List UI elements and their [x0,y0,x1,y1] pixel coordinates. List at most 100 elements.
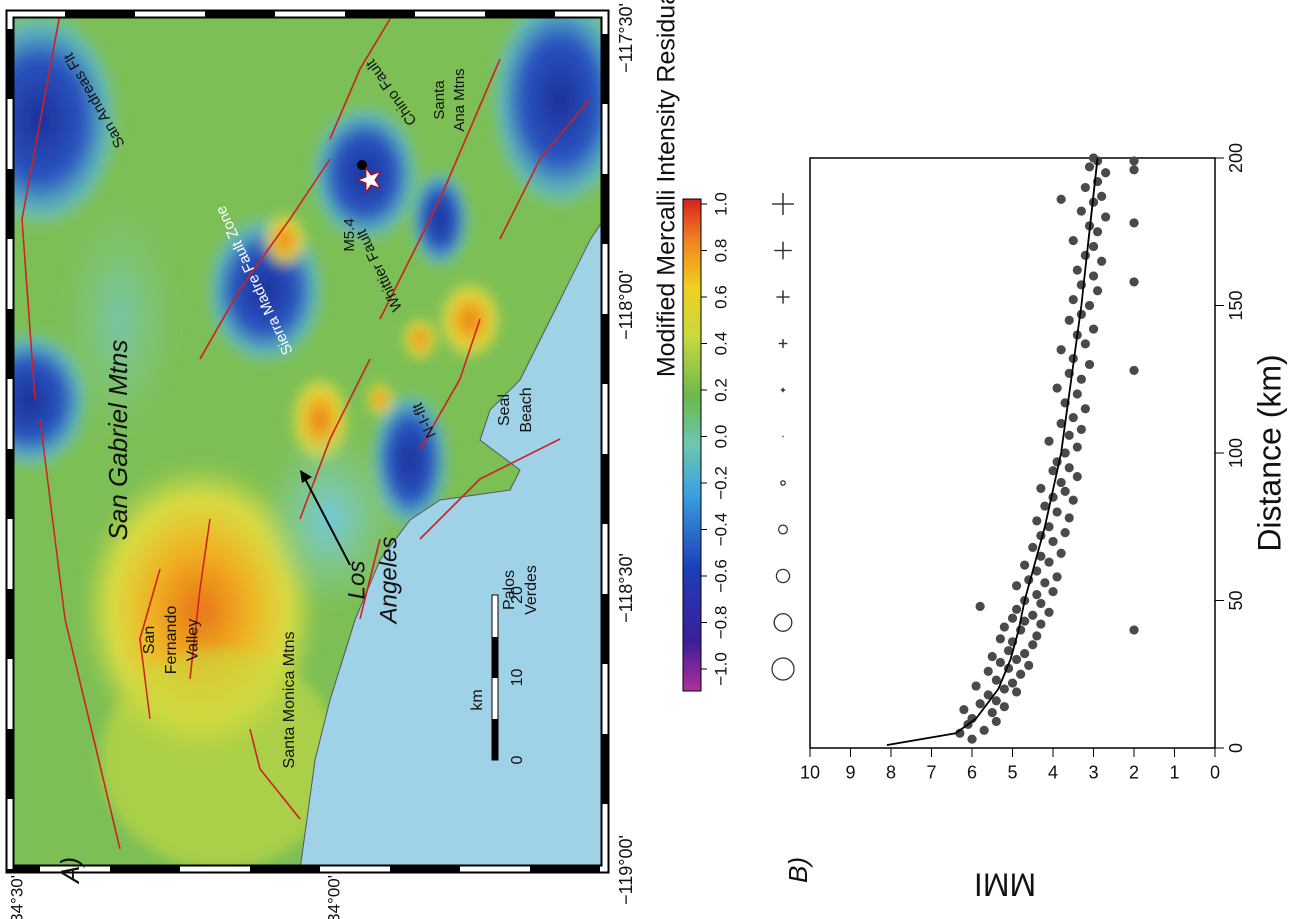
point [995,634,1005,644]
colorbar [682,198,702,692]
point [1056,345,1066,355]
point [1064,463,1074,473]
point [1088,241,1099,252]
lon-label: −119°00' [616,835,636,905]
point [1056,548,1066,558]
point [1044,607,1054,617]
x-tick-label: 0 [1226,743,1246,753]
colorbar-tick-label: 1.0 [711,192,730,216]
colorbar-title: Modified Mercalli Intensity Residuals [653,0,681,377]
point [1101,168,1111,178]
y-tick-label: 0 [1210,763,1220,783]
place-label: Ana Mtns [451,68,468,131]
scale-tick-label: 0 [509,755,526,764]
panel-label: B) [783,857,813,883]
point [1048,587,1058,597]
x-tick-label: 50 [1226,590,1246,610]
point [991,696,1001,706]
point [1092,227,1103,237]
point [1080,250,1091,260]
place-label: Angeles [376,537,403,626]
lat-label: 34°00' [324,875,343,919]
legend-plus [776,290,790,304]
point [1080,182,1091,193]
y-tick-label: 3 [1088,763,1098,783]
point [959,705,969,715]
point [1032,516,1042,526]
lon-label: −117°30' [616,3,636,73]
panel-label: A) [55,857,85,885]
place-label: San [141,626,158,654]
point [987,651,997,662]
point [1072,472,1082,482]
point [975,699,985,709]
place-label: Palos [501,570,518,610]
colorbar-tick-label: 0.4 [711,332,730,356]
point [1044,436,1054,446]
point [1068,294,1078,305]
colorbar-tick-label: −0.6 [711,559,730,593]
fit-curve [886,157,1099,746]
point [1020,560,1030,570]
lat-label: 34°30' [7,875,26,919]
point [1072,389,1082,399]
scale-tick-label: 20 [509,586,526,604]
place-label: Santa [431,80,448,120]
point [983,690,993,700]
legend-plus [774,241,792,260]
point [1080,404,1091,414]
legend-plus [772,193,794,215]
legend-circle [771,657,795,681]
x-tick-label: 100 [1226,438,1246,468]
arrow-head [300,470,312,483]
point [1084,162,1095,172]
point [1056,194,1066,204]
point [1084,359,1095,370]
place-label: San Gabriel Mtns [103,340,133,541]
point [1052,572,1062,582]
residual-field [10,14,605,869]
x-tick-label: 200 [1226,143,1246,173]
y-tick-label: 6 [967,763,977,783]
point [991,716,1001,727]
point [1097,256,1107,266]
colorbar-tick-label: −1.0 [711,652,730,686]
point [1007,613,1018,623]
point [1088,271,1099,281]
point [1052,383,1062,393]
point [1032,590,1042,600]
point [1007,678,1018,688]
point [1044,522,1054,532]
point [1052,507,1062,517]
y-tick-label: 2 [1129,763,1139,783]
place-label: Los [343,561,370,600]
point [1040,501,1050,511]
point [1011,654,1022,665]
point [1036,483,1046,493]
legend-dot [782,435,784,438]
map-frame-ticks [7,11,608,872]
point [1068,413,1078,423]
x-tick-label: 150 [1226,290,1246,320]
colorbar-tick-label: 0.6 [711,285,730,309]
point [1060,528,1070,538]
point [1072,265,1082,275]
scale-bar-seg [492,719,498,760]
point [1092,286,1103,296]
point [1129,625,1139,635]
scale-unit: km [469,689,486,710]
point [1097,191,1107,201]
place-label: M5.4 [341,218,358,251]
point [995,657,1005,668]
point [1028,640,1038,650]
point [1028,542,1038,552]
point [1076,424,1086,434]
colorbar-tick-label: 0.8 [711,239,730,263]
point [1032,631,1042,641]
point [1101,212,1111,222]
x-axis-title: Distance (km) [1251,354,1287,551]
point [999,622,1010,632]
point [1129,365,1139,375]
